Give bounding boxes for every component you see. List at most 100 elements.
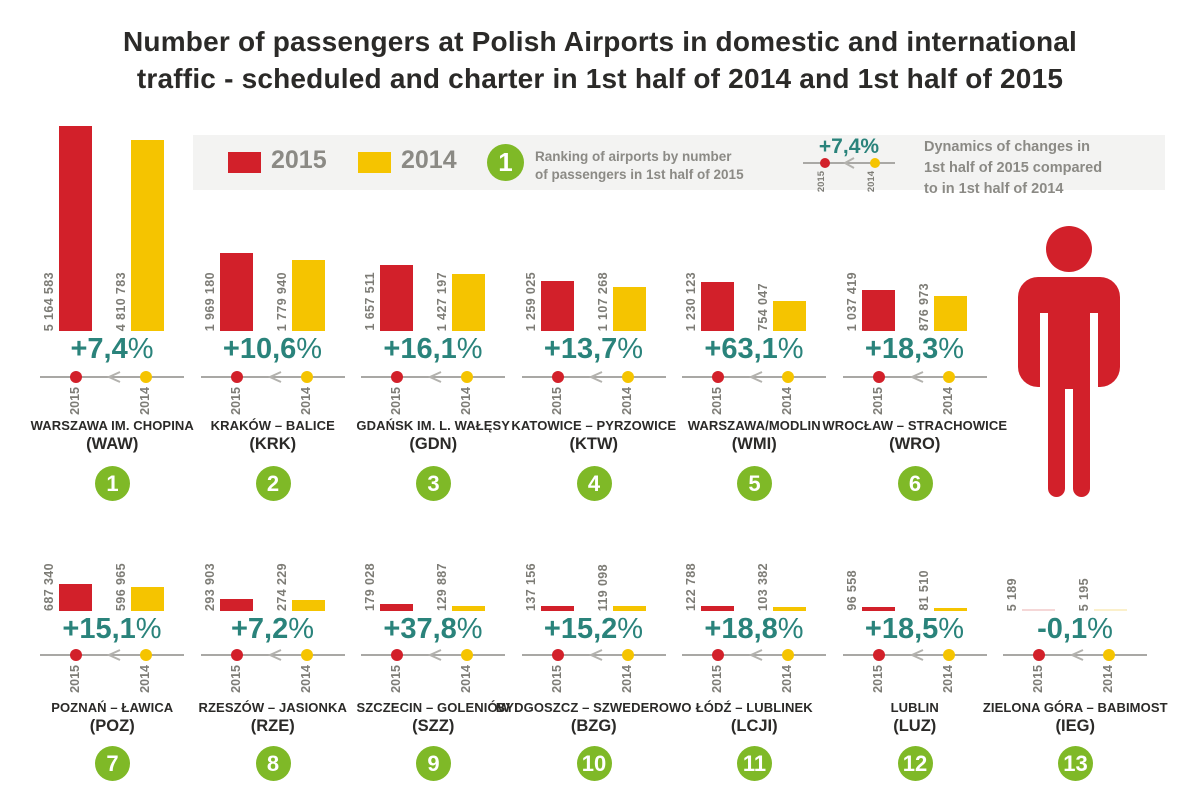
bar-pair: 1 230 123 754 047 — [674, 121, 835, 331]
bar-pair: 5 189 5 195 — [995, 553, 1156, 611]
value-label-2014: 4 810 783 — [114, 271, 128, 331]
airport-name: KATOWICE – PYRZOWICE — [511, 418, 677, 433]
trend-dot-2014 — [300, 371, 313, 383]
trend-axis — [1003, 649, 1147, 661]
trend-dot-2014 — [300, 649, 313, 661]
change-percentage-number: +16,1 — [383, 333, 457, 365]
page-title-line-2: traffic - scheduled and charter in 1st h… — [136, 62, 1064, 94]
trend-axis — [40, 371, 184, 383]
bar-2015 — [701, 282, 734, 331]
value-label-2015: 5 164 583 — [42, 271, 56, 331]
bar-2015 — [540, 605, 574, 611]
airports-row-2: 687 340 596 965 +15,1% 2015 2014 POZNAŃ … — [32, 553, 1168, 783]
value-label-2014: 876 973 — [916, 283, 931, 331]
left-arrow-icon — [267, 371, 281, 383]
trend-dot-2014 — [140, 649, 152, 661]
trend-axis — [682, 371, 826, 383]
dynamics-example-value: +7,4% — [818, 135, 880, 158]
airport-code: (LUZ) — [893, 717, 937, 735]
airport-card: 122 788 103 382 +18,8% 2015 2014 ŁÓDŹ – … — [674, 553, 835, 783]
change-percentage: +63,1% — [664, 333, 844, 365]
dynamics-dot-2015 — [820, 158, 830, 168]
change-percentage: +7,4% — [22, 333, 202, 365]
trend-dot-2014 — [942, 371, 955, 383]
airport-card: 1 657 511 1 427 197 +16,1% 2015 2014 GDA… — [353, 121, 514, 503]
bar-2015 — [540, 281, 574, 331]
value-label-2015: 137 156 — [523, 563, 538, 611]
axis-year-2015: 2015 — [549, 665, 564, 693]
axis-year-2015: 2015 — [228, 387, 243, 415]
value-label-2015: 1 230 123 — [684, 271, 698, 331]
airport-name: BYDGOSZCZ – SZWEDEROWO — [495, 700, 692, 715]
value-label-2015: 96 558 — [844, 570, 859, 611]
axis-year-2014: 2014 — [298, 387, 313, 415]
legend-label-2014: 2014 — [401, 146, 457, 174]
dynamics-example-axis — [803, 157, 895, 169]
percent-sign: % — [135, 613, 162, 645]
trend-dot-2015 — [712, 371, 724, 383]
trend-axis — [361, 649, 505, 661]
value-label-2014: 1 427 197 — [435, 271, 449, 331]
bar-pair: 1 969 180 1 779 940 — [193, 121, 354, 331]
change-percentage-number: +18,3 — [864, 333, 939, 365]
bar-2014 — [612, 606, 646, 611]
value-label-2014: 81 510 — [916, 570, 931, 611]
change-percentage-number: +18,5 — [864, 613, 939, 645]
percent-sign: % — [1087, 613, 1113, 645]
value-label-2015: 122 788 — [684, 563, 698, 611]
page-title-line-1: Number of passengers at Polish Airports … — [122, 26, 1078, 57]
trend-axis — [361, 371, 505, 383]
bar-2015 — [861, 289, 895, 331]
trend-dot-2015 — [551, 649, 564, 661]
percent-sign: % — [777, 613, 804, 645]
left-arrow-icon — [588, 371, 602, 383]
airport-card: 1 969 180 1 779 940 +10,6% 2015 2014 KRA… — [193, 121, 354, 503]
airport-card: 293 903 274 229 +7,2% 2015 2014 RZESZÓW … — [193, 553, 354, 783]
axis-year-2014: 2014 — [780, 387, 794, 415]
axis-year-2014: 2014 — [940, 665, 955, 693]
change-percentage: -0,1% — [985, 613, 1165, 645]
value-label-2014: 1 107 268 — [595, 271, 610, 331]
trend-dot-2015 — [872, 371, 885, 383]
axis-year-2015: 2015 — [870, 665, 885, 693]
change-percentage-number: +15,2 — [543, 613, 618, 645]
change-percentage-number: +10,6 — [222, 333, 297, 365]
left-arrow-icon — [267, 649, 281, 661]
ranking-note: Ranking of airports by number of passeng… — [535, 148, 744, 184]
percent-sign: % — [296, 333, 323, 365]
airport-name: ZIELONA GÓRA – BABIMOST — [982, 700, 1168, 715]
bar-pair: 687 340 596 965 — [32, 553, 193, 611]
trend-axis-years: 2015 2014 — [32, 665, 193, 701]
airport-name: LUBLIN — [890, 700, 939, 715]
axis-year-2015: 2015 — [549, 387, 564, 415]
percent-sign: % — [617, 613, 644, 645]
axis-year-2015: 2015 — [710, 387, 724, 415]
airport-code: (POZ) — [89, 717, 135, 735]
value-label-2014: 754 047 — [756, 283, 770, 331]
trend-axis-years: 2015 2014 — [674, 665, 835, 701]
trend-dot-2014 — [942, 649, 955, 661]
trend-axis — [842, 371, 987, 383]
left-arrow-icon — [748, 649, 763, 661]
bar-2015 — [1022, 608, 1055, 611]
bar-2014 — [773, 301, 806, 331]
axis-year-2014: 2014 — [619, 665, 634, 693]
bar-2014 — [933, 296, 967, 331]
airport-code: (SZZ) — [412, 717, 455, 735]
trend-axis-years: 2015 2014 — [995, 665, 1156, 701]
axis-year-2015: 2015 — [389, 665, 403, 693]
axis-year-2014: 2014 — [459, 665, 473, 693]
bar-2014 — [773, 606, 806, 611]
bar-2015 — [380, 603, 413, 611]
percent-sign: % — [456, 613, 483, 645]
airport-code: (WRO) — [889, 435, 941, 453]
rank-badge: 5 — [737, 466, 772, 501]
trend-axis — [521, 371, 666, 383]
bar-2015 — [701, 606, 734, 611]
trend-dot-2015 — [230, 649, 243, 661]
airport-code: (GDN) — [409, 435, 458, 453]
change-percentage: +10,6% — [183, 333, 363, 365]
passenger-pictogram-icon — [1018, 226, 1120, 497]
rank-badge-legend: 1 — [487, 144, 524, 181]
bar-pair: 1 037 419 876 973 — [835, 121, 996, 331]
